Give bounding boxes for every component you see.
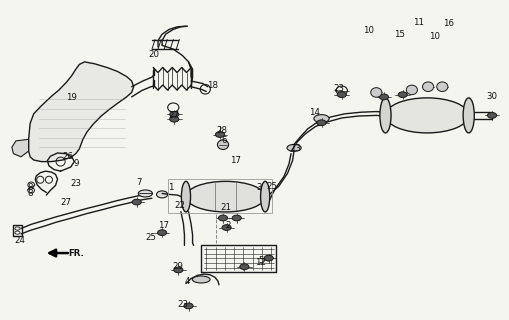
Text: 5: 5 — [259, 256, 264, 265]
Text: 21: 21 — [220, 203, 231, 212]
Text: FR.: FR. — [68, 250, 84, 259]
Circle shape — [158, 230, 166, 236]
Circle shape — [215, 132, 224, 137]
Ellipse shape — [181, 181, 190, 212]
Circle shape — [174, 267, 183, 273]
Circle shape — [337, 92, 347, 98]
Text: 23: 23 — [70, 180, 81, 188]
Text: 17: 17 — [158, 221, 168, 230]
Text: 20: 20 — [149, 50, 159, 59]
Circle shape — [169, 116, 179, 122]
Circle shape — [218, 215, 228, 221]
Text: 30: 30 — [487, 92, 498, 101]
Ellipse shape — [385, 98, 469, 133]
Text: 10: 10 — [363, 27, 374, 36]
Ellipse shape — [463, 98, 474, 133]
Ellipse shape — [261, 181, 270, 212]
Circle shape — [240, 264, 249, 270]
Text: 4: 4 — [185, 277, 190, 286]
Ellipse shape — [371, 88, 382, 97]
Text: 16: 16 — [443, 19, 454, 28]
Circle shape — [264, 255, 273, 261]
Text: 11: 11 — [413, 19, 425, 28]
Text: 8: 8 — [27, 183, 33, 192]
Bar — [168, 179, 272, 212]
Circle shape — [184, 303, 193, 309]
Text: 13: 13 — [290, 144, 301, 153]
Circle shape — [398, 92, 407, 98]
Text: 29: 29 — [172, 262, 183, 271]
Circle shape — [222, 225, 231, 230]
Text: 12: 12 — [255, 258, 266, 267]
Text: 22: 22 — [174, 201, 185, 210]
Text: 27: 27 — [60, 197, 71, 206]
Polygon shape — [29, 62, 134, 162]
Polygon shape — [12, 139, 29, 157]
Ellipse shape — [157, 191, 167, 198]
Text: 19: 19 — [66, 93, 77, 102]
Text: 15: 15 — [393, 30, 405, 39]
Ellipse shape — [192, 276, 210, 283]
Text: 28: 28 — [216, 126, 227, 135]
Ellipse shape — [406, 85, 417, 95]
Circle shape — [488, 113, 497, 118]
Circle shape — [169, 112, 179, 117]
Circle shape — [317, 120, 326, 125]
Circle shape — [232, 215, 241, 221]
Text: 8: 8 — [27, 189, 33, 198]
Circle shape — [379, 94, 388, 100]
Ellipse shape — [186, 181, 265, 212]
Text: 25: 25 — [267, 182, 278, 191]
Ellipse shape — [217, 140, 229, 149]
Text: 23: 23 — [334, 84, 345, 93]
Ellipse shape — [314, 115, 329, 123]
Text: 24: 24 — [14, 236, 25, 245]
Text: 25: 25 — [145, 233, 156, 242]
Ellipse shape — [138, 190, 153, 197]
Text: 2: 2 — [225, 221, 231, 230]
Text: 3: 3 — [257, 183, 262, 192]
Text: 18: 18 — [207, 81, 218, 90]
Text: 14: 14 — [309, 108, 320, 117]
Text: 17: 17 — [230, 156, 241, 164]
Text: 26: 26 — [62, 152, 73, 161]
Text: 7: 7 — [136, 178, 142, 187]
Circle shape — [132, 199, 142, 205]
Ellipse shape — [437, 82, 448, 92]
Ellipse shape — [380, 98, 391, 133]
Text: 10: 10 — [429, 32, 440, 41]
Text: 6: 6 — [221, 136, 227, 145]
Text: 27: 27 — [169, 111, 180, 120]
Ellipse shape — [287, 144, 301, 151]
Text: 1: 1 — [168, 183, 174, 192]
Text: 9: 9 — [73, 159, 78, 168]
Text: 23: 23 — [177, 300, 188, 309]
Ellipse shape — [422, 82, 434, 92]
